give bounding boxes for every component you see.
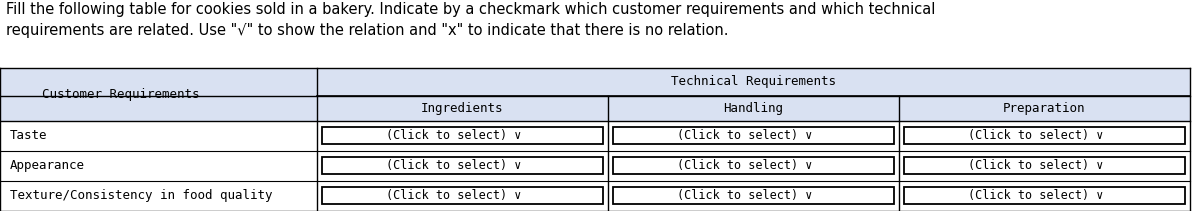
Text: Customer Requirements: Customer Requirements [42,88,199,101]
Text: Fill the following table for cookies sold in a bakery. Indicate by a checkmark w: Fill the following table for cookies sol… [6,2,935,38]
Text: (Click to select) ∨: (Click to select) ∨ [677,189,812,202]
Text: Appearance: Appearance [10,159,84,172]
Text: Ingredients: Ingredients [421,102,504,115]
Text: (Click to select) ∨: (Click to select) ∨ [968,189,1104,202]
Text: (Click to select) ∨: (Click to select) ∨ [386,159,522,172]
Text: Taste: Taste [10,129,47,142]
Text: Technical Requirements: Technical Requirements [671,76,836,88]
Text: Texture/Consistency in food quality: Texture/Consistency in food quality [10,189,272,202]
Text: (Click to select) ∨: (Click to select) ∨ [968,129,1104,142]
Text: (Click to select) ∨: (Click to select) ∨ [386,129,522,142]
Text: (Click to select) ∨: (Click to select) ∨ [677,159,812,172]
Text: Handling: Handling [724,102,784,115]
Text: (Click to select) ∨: (Click to select) ∨ [386,189,522,202]
Text: Preparation: Preparation [1003,102,1086,115]
Text: (Click to select) ∨: (Click to select) ∨ [968,159,1104,172]
Text: (Click to select) ∨: (Click to select) ∨ [677,129,812,142]
